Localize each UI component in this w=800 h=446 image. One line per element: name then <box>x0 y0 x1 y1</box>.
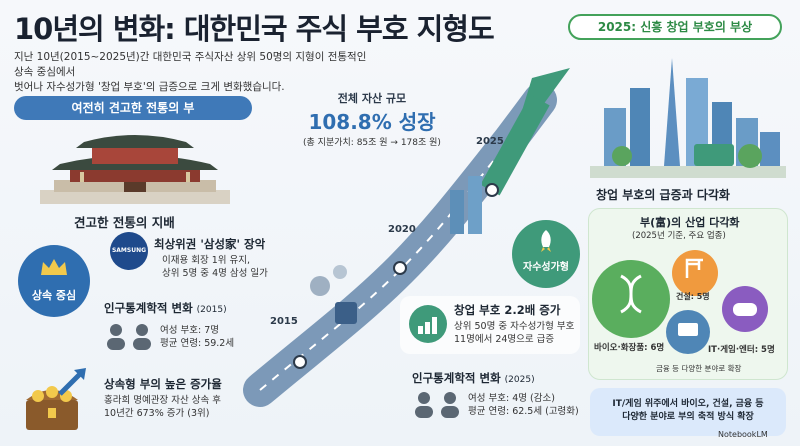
game-bubble <box>722 286 768 332</box>
diversification-title: 부(富)의 산업 다각화 <box>640 216 740 229</box>
demographics-2015-detail: 여성 부호: 7명 평균 연령: 59.2세 <box>160 324 234 350</box>
intro-text: 지난 10년(2015~2025년)간 대한민국 주식자산 상위 50명의 지형… <box>14 50 374 95</box>
traditional-dominance-title: 견고한 전통의 지배 <box>74 215 175 230</box>
bio-bubble <box>592 260 670 338</box>
emerging-founders-pill: 2025: 신흥 창업 부호의 부상 <box>568 14 782 40</box>
people-2025-icon <box>415 392 459 418</box>
treasure-chest-icon <box>26 368 86 430</box>
inheritance-badge: 상속 중심 <box>18 245 90 317</box>
self-made-badge: 자수성가형 <box>512 220 580 288</box>
demographics-2025-heading: 인구통계학적 변화 <box>412 371 501 385</box>
diversification-note: IT/게임 위주에서 바이오, 건설, 금융 등 다양한 분야로 부의 축적 방… <box>590 388 786 436</box>
page-title: 10년의 변화: 대한민국 주식 부호 지형도 <box>14 12 495 46</box>
demographics-2015-women: 여성 부호: 7명 <box>160 325 219 336</box>
palace-illustration <box>40 135 230 204</box>
inheritance-growth-detail: 홍라희 명예관장 자산 상속 후 10년간 673% 증가 (3위) <box>104 394 221 420</box>
year-2020: 2020 <box>388 224 416 235</box>
demographics-2015-year: (2015) <box>196 305 227 315</box>
dna-icon <box>620 274 642 314</box>
founder-growth-line-1: 상위 50명 중 자수성가형 부호 <box>454 321 575 332</box>
notebooklm-logo: NotebookLM <box>718 430 768 439</box>
asset-size-title: 전체 자산 규모 <box>337 92 407 105</box>
crane-icon <box>685 258 703 278</box>
founder-growth-line-2: 11명에서 24명으로 급증 <box>454 334 555 345</box>
traditional-wealth-pill: 여전히 견고한 전통의 부 <box>14 96 252 120</box>
founder-growth-detail: 상위 50명 중 자수성가형 부호 11명에서 24명으로 급증 <box>454 320 574 346</box>
inheritance-growth-line-2: 10년간 673% 증가 (3위) <box>104 408 210 419</box>
samsung-detail: 이재용 회장 1위 유지, 상위 5명 중 4명 삼성 일가 <box>162 254 268 280</box>
demographics-2015-heading: 인구통계학적 변화 <box>104 301 193 315</box>
founder-growth-title: 창업 부호 2.2배 증가 <box>454 303 561 317</box>
demographics-2025-title: 인구통계학적 변화 (2025) <box>412 370 535 386</box>
intro-line-2: 벗어나 자수성가형 '창업 부호'의 급증으로 크게 변화했습니다. <box>14 81 285 93</box>
construction-bubble <box>672 250 718 296</box>
gamepad-icon <box>733 303 757 316</box>
asset-detail: (총 지분가치: 85조 원 → 178조 원) <box>303 138 441 148</box>
demographics-2015-age: 평균 연령: 59.2세 <box>160 338 235 349</box>
city-illustration <box>590 58 786 178</box>
demographics-2025-women: 여성 부호: 4명 (감소) <box>468 393 555 404</box>
diversification-subtitle: (2025년 기준, 주요 업종) <box>632 231 726 241</box>
bio-label: 바이오·화장품: 6명 <box>594 343 665 353</box>
demographics-2015-title: 인구통계학적 변화 (2015) <box>104 300 227 316</box>
others-label: 금융 등 다양한 분야로 확장 <box>656 364 742 373</box>
asset-growth-value: 108.8% 성장 <box>308 110 436 134</box>
inheritance-growth-title: 상속형 부의 높은 증가율 <box>104 377 222 391</box>
crown-icon <box>41 259 67 275</box>
samsung-detail-line-2: 상위 5명 중 4명 삼성 일가 <box>162 268 268 279</box>
year-2025: 2025 <box>476 136 504 147</box>
rocket-icon <box>541 230 551 252</box>
year-2015: 2015 <box>270 316 298 327</box>
samsung-detail-line-1: 이재용 회장 1위 유지, <box>162 255 251 266</box>
inheritance-badge-label: 상속 중심 <box>31 289 77 302</box>
demographics-2025-age: 평균 연령: 62.5세 (고령화) <box>468 406 579 417</box>
construction-label: 건설: 5명 <box>676 292 710 301</box>
people-2015-icon <box>107 324 151 350</box>
founder-diversify-title: 창업 부호의 급증과 다각화 <box>596 188 730 202</box>
intro-line-1: 지난 10년(2015~2025년)간 대한민국 주식자산 상위 50명의 지형… <box>14 51 367 78</box>
bar-growth-icon <box>409 305 447 343</box>
demographics-2025-detail: 여성 부호: 4명 (감소) 평균 연령: 62.5세 (고령화) <box>468 392 579 418</box>
monitor-icon <box>678 323 698 336</box>
note-line-2: 다양한 분야로 부의 축적 방식 확장 <box>622 412 754 422</box>
self-made-label: 자수성가형 <box>523 262 569 273</box>
samsung-logo: SAMSUNG <box>110 232 148 270</box>
demographics-2025-year: (2025) <box>504 375 535 385</box>
samsung-title: 최상위권 '삼성家' 장악 <box>154 237 266 251</box>
it-label: IT·게임·엔터: 5명 <box>708 345 775 355</box>
it-bubble <box>666 310 710 354</box>
asset-size-block: 전체 자산 규모 108.8% 성장 (총 지분가치: 85조 원 → 178조… <box>302 90 442 148</box>
growth-arrow-graphic <box>243 68 570 407</box>
inheritance-growth-line-1: 홍라희 명예관장 자산 상속 후 <box>104 395 221 406</box>
note-line-1: IT/게임 위주에서 바이오, 건설, 금융 등 <box>612 399 764 409</box>
